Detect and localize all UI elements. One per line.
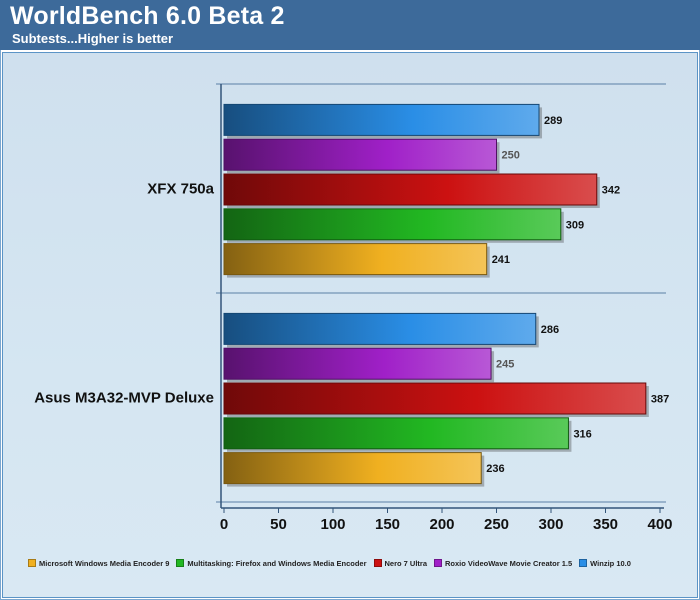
legend-swatch (373, 559, 382, 567)
bar-value-label: 241 (492, 254, 510, 266)
legend-swatch (28, 559, 36, 567)
bar-value-label: 387 (651, 394, 669, 406)
x-tick-label: 250 (484, 516, 509, 533)
bar-value-label: 245 (496, 359, 514, 371)
bar (223, 208, 562, 241)
chart-legend: Microsoft Windows Media Encoder 9 Multita… (28, 556, 688, 570)
chart-subtitle: Subtests...Higher is better (12, 31, 174, 46)
legend-item: Roxio VideoWave Movie Creator 1.5 (434, 559, 572, 568)
legend-item: Winzip 10.0 (579, 559, 631, 568)
bar (223, 312, 537, 345)
x-tick-label: 200 (429, 516, 454, 533)
legend-item: Nero 7 Ultra (373, 558, 428, 568)
bar (223, 452, 482, 485)
chart-header: WorldBench 6.0 Beta 2 Subtests...Higher … (0, 0, 700, 50)
bar-value-label: 316 (573, 428, 591, 440)
legend-swatch (176, 559, 185, 567)
legend-item: Multitasking: Firefox and Windows Media … (176, 558, 367, 568)
bar (223, 243, 488, 276)
category-label: XFX 750a (147, 181, 214, 198)
bar (223, 138, 497, 171)
bar (223, 347, 492, 380)
x-tick-label: 150 (375, 516, 400, 533)
bar (223, 103, 540, 136)
category-label: Asus M3A32-MVP Deluxe (34, 390, 214, 407)
x-tick-label: 100 (320, 516, 345, 533)
legend-label: Roxio VideoWave Movie Creator 1.5 (445, 558, 573, 568)
bar-value-label: 250 (502, 150, 520, 162)
bar (223, 417, 569, 450)
bar-value-label: 236 (486, 463, 504, 475)
bar (223, 382, 647, 415)
bar-value-label: 289 (544, 115, 562, 127)
bar-value-label: 286 (541, 324, 559, 336)
legend-label: Microsoft Windows Media Encoder 9 (39, 558, 170, 568)
x-tick-label: 400 (647, 516, 672, 533)
legend-label: Winzip 10.0 (590, 558, 631, 568)
x-tick-label: 300 (538, 516, 563, 533)
legend-label: Multitasking: Firefox and Windows Media … (187, 558, 367, 568)
bar (223, 173, 598, 206)
legend-swatch (579, 559, 588, 567)
bar-value-label: 342 (602, 185, 620, 197)
legend-label: Nero 7 Ultra (384, 558, 428, 568)
legend-swatch (434, 559, 443, 567)
x-tick-label: 350 (593, 516, 618, 533)
legend-item: Microsoft Windows Media Encoder 9 (28, 559, 169, 568)
x-tick-label: 0 (220, 516, 228, 533)
bar-value-label: 309 (566, 219, 584, 231)
x-tick-label: 50 (270, 516, 287, 533)
chart-title: WorldBench 6.0 Beta 2 (10, 2, 285, 30)
